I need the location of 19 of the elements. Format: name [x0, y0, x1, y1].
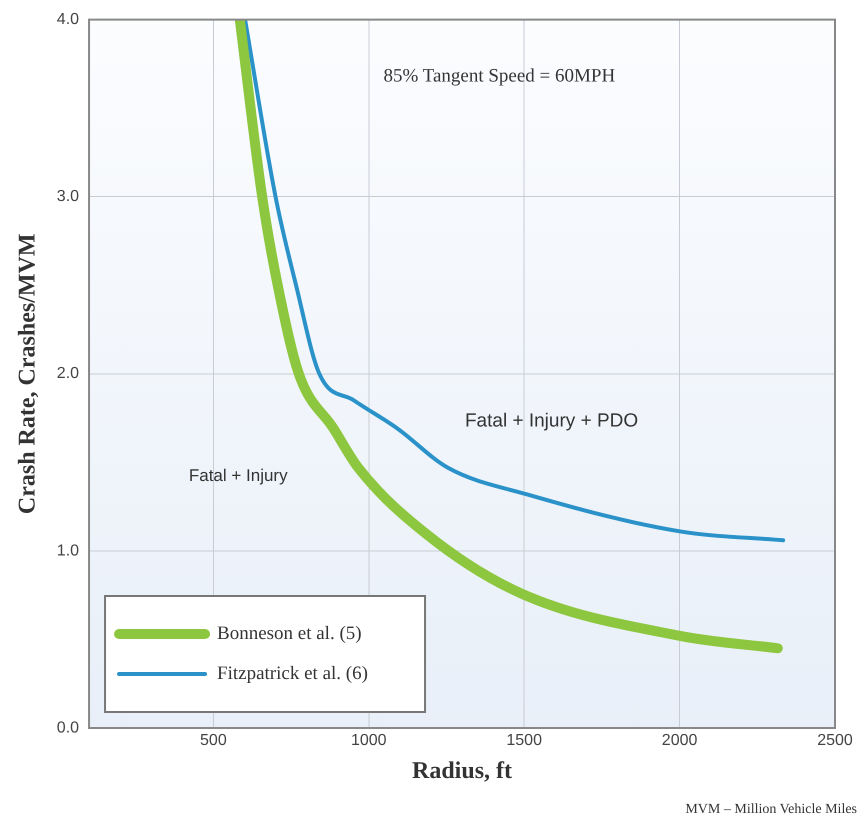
y-axis-title: Crash Rate, Crashes/MVM [14, 233, 41, 514]
x-tick-label: 1000 [350, 732, 387, 750]
text: MVM – Million Vehicle Miles [685, 802, 857, 818]
x-tick-label: 2000 [662, 732, 698, 750]
y-tick-label: 4.0 [56, 11, 80, 28]
annotation: Fatal + Injury [188, 466, 288, 486]
legend-label: Bonneson et al. (5) [217, 622, 362, 644]
y-tick-label: 1.0 [56, 542, 80, 560]
annotation: Fatal + Injury + PDO [464, 410, 638, 432]
annotation: 85% Tangent Speed = 60MPH [383, 65, 616, 86]
line-series [243, 20, 786, 542]
y-tick-label: 2.0 [56, 365, 80, 382]
y-tick-label: 3.0 [56, 188, 80, 206]
x-tick-label: 2500 [817, 732, 853, 750]
x-tick-label: 1500 [506, 732, 542, 750]
y-tick-label: 0.0 [56, 719, 80, 736]
x-tick-label: 500 [200, 732, 227, 750]
legend-label: Fitzpatrick et al. (6) [217, 662, 368, 684]
x-axis-title: Radius, ft [412, 758, 512, 784]
